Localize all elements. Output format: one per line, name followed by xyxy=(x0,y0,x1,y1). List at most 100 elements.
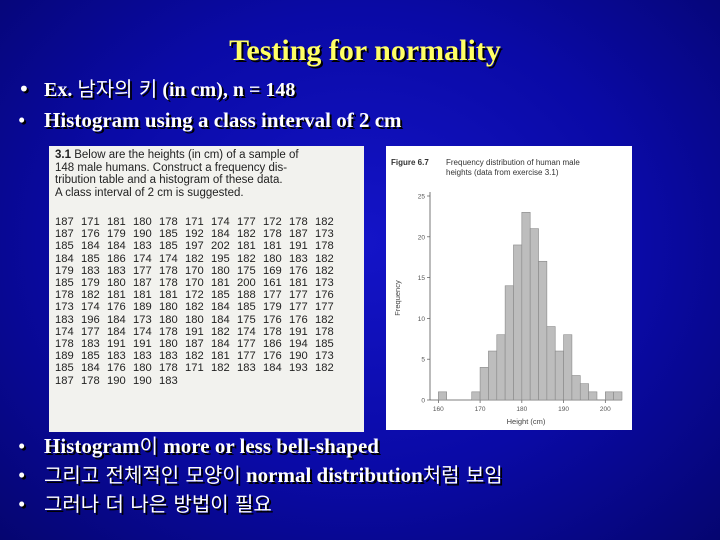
table-cell: 178 xyxy=(159,277,178,290)
table-cell: 181 xyxy=(289,277,308,290)
table-cell: 185 xyxy=(55,240,74,253)
table-cell: 171 xyxy=(185,362,204,375)
table-cell: 178 xyxy=(81,374,100,387)
table-cell xyxy=(315,375,341,387)
table-cell: 187 xyxy=(185,338,204,351)
table-cell: 169 xyxy=(263,264,282,277)
bullet-dot-icon: • xyxy=(18,434,26,458)
histogram-bar xyxy=(438,391,447,401)
histogram-bar xyxy=(488,350,498,401)
histogram-bar xyxy=(588,391,598,401)
table-cell: 185 xyxy=(159,240,178,253)
table-cell: 180 xyxy=(211,264,230,277)
table-cell: 183 xyxy=(55,313,74,326)
table-cell: 188 xyxy=(237,289,256,302)
table-cell: 195 xyxy=(211,252,230,265)
table-row: 178 183 191 191 180 187 184 177 186 194 185 xyxy=(55,338,341,350)
x-axis-label: Height (cm) xyxy=(507,417,546,426)
bullet-dot-icon: • xyxy=(18,77,30,101)
histogram-figure: Figure 6.7 Frequency distribution of hum… xyxy=(386,146,632,430)
table-cell: 186 xyxy=(263,338,282,351)
table-cell: 185 xyxy=(55,277,74,290)
table-cell: 184 xyxy=(55,252,74,265)
table-cell: 182 xyxy=(237,228,256,241)
histogram-bar xyxy=(529,228,539,401)
table-row: 189 185 183 183 183 182 181 177 176 190 173 xyxy=(55,350,341,362)
bullet-dot-icon: • xyxy=(18,108,26,132)
histogram-bar xyxy=(579,383,589,401)
bullet-bell-shaped: • Histogram이 more or less bell-shaped xyxy=(18,432,503,461)
table-cell: 176 xyxy=(263,350,282,363)
table-cell: 178 xyxy=(315,240,334,253)
table-cell xyxy=(237,375,263,387)
table-row: 185 184 184 183 185 197 202 181 181 191 178 xyxy=(55,240,341,252)
bullet-normal-korean-b: 처럼 보임 xyxy=(422,463,503,487)
histogram-bar xyxy=(496,334,506,401)
table-cell: 174 xyxy=(159,252,178,265)
table-cell: 192 xyxy=(185,228,204,241)
table-cell: 177 xyxy=(81,325,100,338)
table-cell: 180 xyxy=(159,313,178,326)
table-cell: 185 xyxy=(315,338,334,351)
table-cell: 173 xyxy=(315,277,334,290)
table-cell: 174 xyxy=(211,216,230,228)
table-cell: 187 xyxy=(55,216,74,228)
table-cell: 183 xyxy=(289,252,308,265)
table-cell: 178 xyxy=(159,216,178,228)
table-cell xyxy=(289,375,315,387)
bullet-example-prefix: Ex. xyxy=(44,79,78,101)
table-cell: 182 xyxy=(185,301,204,314)
table-cell: 202 xyxy=(211,240,230,253)
bullet-better-method: • 그러나 더 나은 방법이 필요 xyxy=(18,490,503,519)
table-row: 174 177 184 174 178 191 182 174 178 191 178 xyxy=(55,326,341,338)
table-cell: 181 xyxy=(107,216,126,228)
table-row: 173 174 176 189 180 182 184 185 179 177 177 xyxy=(55,301,341,313)
table-cell: 185 xyxy=(211,289,230,302)
table-cell: 161 xyxy=(263,277,282,290)
table-cell xyxy=(211,375,237,387)
table-cell: 183 xyxy=(159,374,178,387)
bullet-example-korean: 남자의 키 xyxy=(77,77,158,101)
bullet-better-korean: 그러나 더 나은 방법이 필요 xyxy=(44,492,272,516)
table-row: 187 171 181 180 178 171 174 177 172 178 182 xyxy=(55,216,341,228)
table-cell: 176 xyxy=(289,264,308,277)
histogram-bar xyxy=(605,391,614,401)
histogram-bar xyxy=(479,367,489,401)
table-cell: 183 xyxy=(159,350,178,363)
table-cell: 185 xyxy=(237,301,256,314)
table-cell: 170 xyxy=(185,264,204,277)
table-cell: 184 xyxy=(211,228,230,241)
top-bullet-list: • Ex. 남자의 키 (in cm), n = 148 • Histogram… xyxy=(18,74,402,135)
table-row: 185 184 176 180 178 171 182 183 184 193 182 xyxy=(55,362,341,374)
table-cell: 184 xyxy=(107,240,126,253)
table-cell: 183 xyxy=(237,362,256,375)
y-tick-label: 5 xyxy=(421,357,425,364)
histogram-bar xyxy=(613,391,623,401)
table-cell: 177 xyxy=(315,301,334,314)
bullet-bell-c: more or less bell-shaped xyxy=(158,434,379,458)
histogram-bar xyxy=(554,350,564,401)
bottom-bullet-list: • Histogram이 more or less bell-shaped • … xyxy=(18,432,503,519)
table-cell: 175 xyxy=(237,313,256,326)
exercise-text: 3.1 Below are the heights (in cm) of a s… xyxy=(55,149,355,199)
table-cell: 186 xyxy=(107,252,126,265)
histogram-bar xyxy=(471,391,481,401)
table-cell: 177 xyxy=(237,350,256,363)
table-cell: 173 xyxy=(315,350,334,363)
table-cell: 181 xyxy=(263,240,282,253)
table-cell: 180 xyxy=(133,216,152,228)
table-cell: 185 xyxy=(81,252,100,265)
table-cell: 171 xyxy=(81,216,100,228)
table-cell: 176 xyxy=(263,313,282,326)
table-cell xyxy=(185,375,211,387)
figure-label: Figure 6.7 xyxy=(391,158,429,167)
table-cell: 182 xyxy=(185,350,204,363)
table-cell: 178 xyxy=(55,338,74,351)
table-cell: 182 xyxy=(315,264,334,277)
table-cell: 170 xyxy=(185,277,204,290)
table-cell: 180 xyxy=(263,252,282,265)
y-tick-label: 25 xyxy=(418,194,426,201)
table-cell: 176 xyxy=(81,228,100,241)
table-cell: 183 xyxy=(133,240,152,253)
table-cell: 175 xyxy=(237,264,256,277)
